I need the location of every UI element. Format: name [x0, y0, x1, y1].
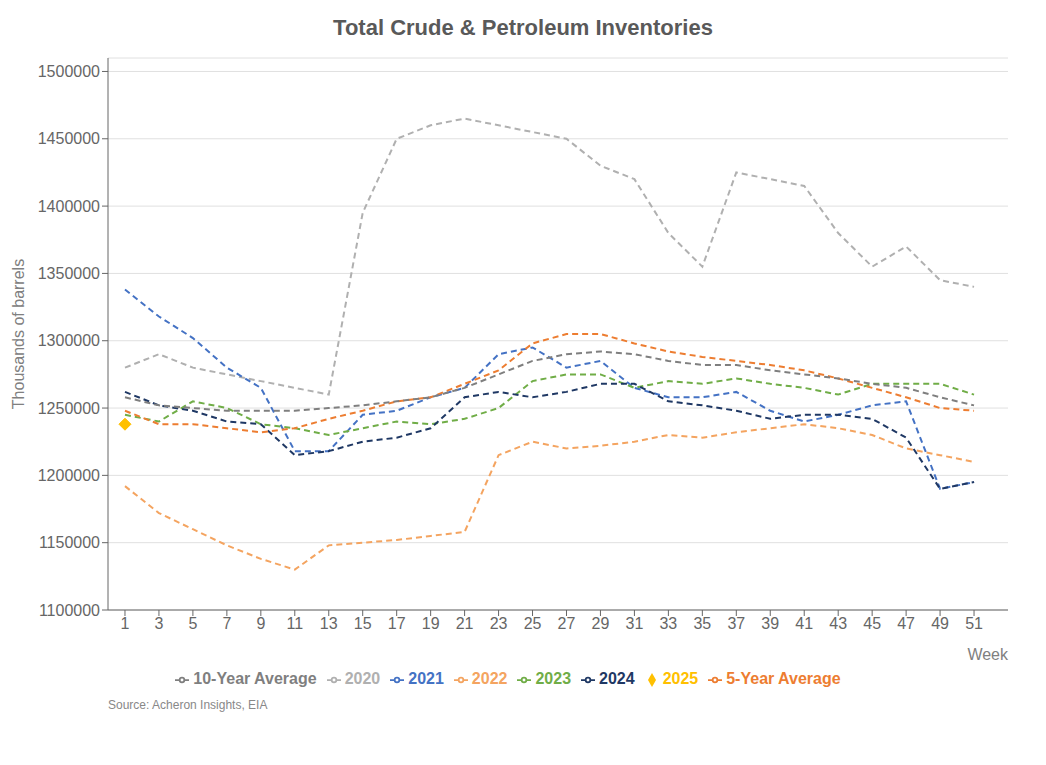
html-text:Total Crude & Petroleum Invent: Total Crude & Petroleum Inventories: [333, 15, 713, 40]
svg-text:9: 9: [256, 615, 265, 632]
svg-text:7: 7: [222, 615, 231, 632]
svg-text:25: 25: [524, 615, 542, 632]
svg-text:11: 11: [286, 615, 303, 632]
svg-text:1350000: 1350000: [38, 265, 100, 282]
svg-text:5: 5: [188, 615, 197, 632]
svg-text:3: 3: [154, 615, 163, 632]
svg-text:31: 31: [626, 615, 644, 632]
svg-text:1150000: 1150000: [39, 534, 100, 551]
svg-text:35: 35: [693, 615, 711, 632]
svg-text:51: 51: [965, 615, 983, 632]
html-text:2023: 2023: [535, 670, 571, 687]
html-text:2025: 2025: [662, 670, 699, 687]
svg-text:13: 13: [320, 615, 338, 632]
svg-text:39: 39: [761, 615, 779, 632]
svg-text:Week: Week: [967, 646, 1009, 663]
svg-text:1500000: 1500000: [38, 63, 100, 80]
svg-text:1: 1: [121, 615, 130, 632]
svg-text:37: 37: [727, 615, 745, 632]
svg-text:1200000: 1200000: [38, 467, 100, 484]
html-text:2024: 2024: [599, 670, 635, 687]
svg-text:21: 21: [456, 615, 474, 632]
svg-text:45: 45: [863, 615, 881, 632]
svg-text:49: 49: [931, 615, 949, 632]
svg-text:1100000: 1100000: [39, 602, 100, 619]
html-text:2021: 2021: [408, 670, 444, 687]
svg-text:29: 29: [592, 615, 610, 632]
svg-text:41: 41: [795, 615, 813, 632]
html-text:10-Year Average: 10-Year Average: [193, 670, 317, 687]
svg-text:27: 27: [558, 615, 576, 632]
svg-text:17: 17: [388, 615, 406, 632]
svg-text:Thousands of barrels: Thousands of barrels: [10, 259, 27, 409]
svg-text:43: 43: [829, 615, 847, 632]
svg-text:33: 33: [659, 615, 677, 632]
svg-text:1300000: 1300000: [38, 332, 100, 349]
html-text:2020: 2020: [344, 670, 381, 687]
html-text:Source: Acheron Insights, EIA: Source: Acheron Insights, EIA: [108, 698, 268, 712]
html-text:5-Year Average: 5-Year Average: [726, 670, 841, 687]
svg-text:19: 19: [422, 615, 440, 632]
svg-text:1250000: 1250000: [38, 400, 100, 417]
svg-text:1450000: 1450000: [38, 130, 100, 147]
svg-text:15: 15: [354, 615, 372, 632]
svg-text:23: 23: [490, 615, 508, 632]
svg-text:1400000: 1400000: [38, 198, 100, 215]
html-text:2022: 2022: [471, 670, 508, 687]
svg-text:47: 47: [897, 615, 915, 632]
